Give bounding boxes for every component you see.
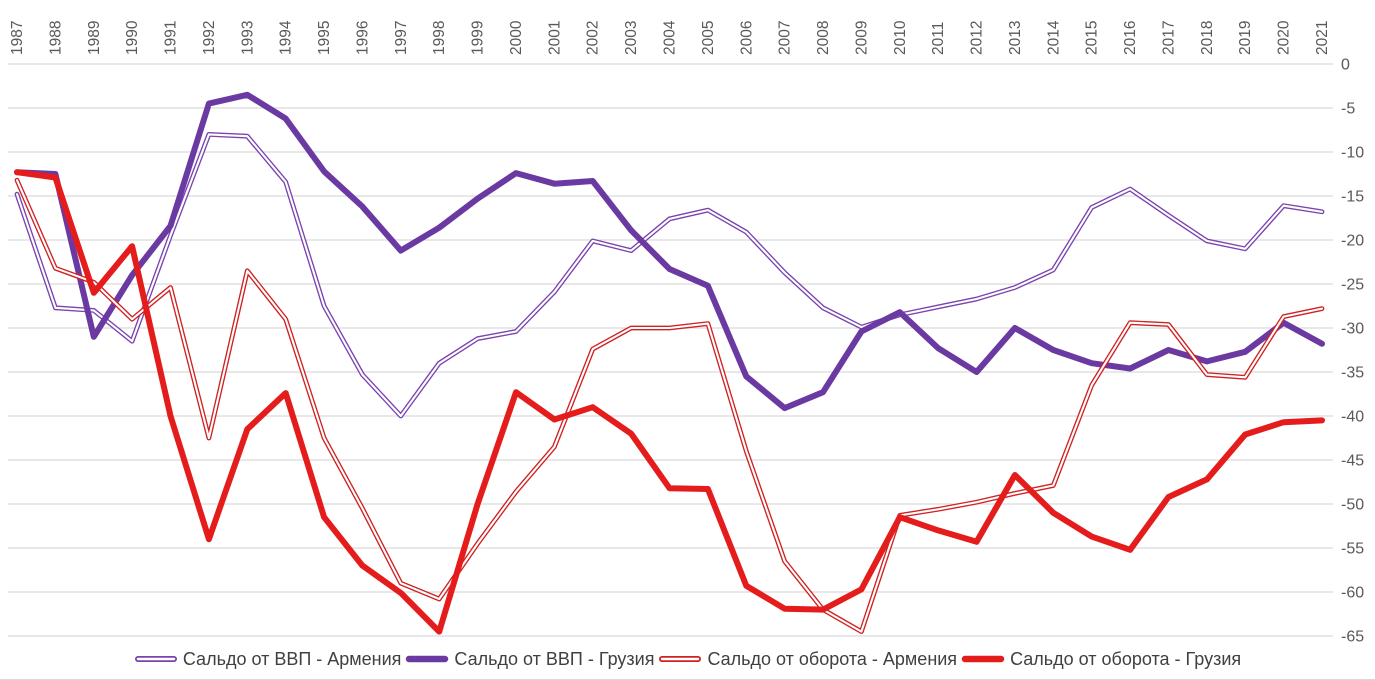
x-axis-tick-label: 2020 [1276, 20, 1293, 55]
legend-item-label: Сальдо от оборота - Армения [707, 649, 958, 669]
legend-item-label: Сальдо от ВВП - Армения [182, 649, 402, 669]
x-axis-tick-label: 2001 [546, 21, 563, 55]
y-axis-tick-label: -15 [1341, 189, 1364, 206]
x-axis-tick-label: 1995 [316, 21, 333, 55]
legend-line-icon [961, 655, 1005, 663]
x-axis-tick-label: 2017 [1160, 21, 1177, 55]
x-axis-tick-label: 2010 [892, 20, 909, 55]
y-axis-tick-label: -40 [1341, 409, 1364, 426]
x-axis-tick-label: 2011 [930, 22, 947, 55]
x-axis-tick-label: 1991 [163, 21, 180, 55]
y-axis-tick-label: -25 [1341, 277, 1364, 294]
x-axis-tick-label: 1996 [354, 21, 371, 55]
x-axis-tick-label: 2016 [1122, 21, 1139, 55]
x-axis-tick-label: 2005 [700, 21, 717, 55]
x-axis-tick-label: 1994 [278, 20, 295, 55]
chart-canvas: 0 -5 -10 -15 -20 -25 -30 -35 -40 -45 -50 -55 -60 -65 1… [8, 20, 1364, 644]
x-axis-tick-label: 1990 [124, 20, 141, 55]
y-axis-tick-label: 0 [1341, 57, 1350, 74]
x-axis-tick-label: 2004 [662, 20, 679, 55]
x-axis-tick-label: 1992 [201, 21, 218, 55]
legend: Сальдо от ВВП - Армения Сальдо от ВВП - Г… [0, 642, 1375, 676]
x-axis-tick-label: 2013 [1007, 21, 1024, 55]
x-axis-tick-label: 1987 [9, 21, 26, 55]
legend-item[interactable]: Сальдо от ВВП - Армения [134, 649, 402, 669]
series-line [15, 179, 1324, 633]
x-axis-tick-label: 2019 [1237, 21, 1254, 55]
y-axis-tick-label: -10 [1341, 145, 1364, 162]
legend-line-icon [134, 656, 177, 662]
series-line [14, 131, 1325, 419]
x-axis-tick-label: 1997 [393, 21, 410, 55]
y-axis-tick-label: -30 [1341, 321, 1364, 338]
x-axis-tick-label: 2008 [815, 21, 832, 55]
x-axis-tick-label: 2018 [1199, 21, 1216, 55]
legend-item-label: Сальдо от оборота - Грузия [1010, 649, 1242, 669]
series-line [14, 169, 1325, 635]
x-axis-tick-label: 2006 [738, 21, 755, 55]
x-axis-tick-label: 1999 [470, 21, 487, 55]
y-axis-tick-label: -60 [1341, 585, 1364, 602]
legend-line-icon [659, 656, 702, 662]
series-line [14, 91, 1325, 412]
x-axis-tick-label: 2012 [969, 21, 986, 55]
x-axis-tick-label: 1998 [431, 21, 448, 55]
y-axis-tick-label: -55 [1341, 541, 1364, 558]
legend-item[interactable]: Сальдо от оборота - Армения [658, 650, 957, 668]
x-axis-tick-label: 2014 [1045, 20, 1062, 55]
x-axis-tick-label: 1993 [239, 21, 256, 55]
series-line [14, 177, 1325, 634]
x-axis-tick-label: 2009 [853, 21, 870, 55]
y-axis-tick-label: -50 [1341, 497, 1364, 514]
y-axis-tick-label: -65 [1341, 629, 1364, 644]
x-axis-tick-label: 2007 [777, 21, 794, 55]
y-axis-tick-label: -5 [1341, 101, 1355, 118]
x-axis-tick-label: 1989 [86, 21, 103, 55]
x-axis-tick-label: 2000 [508, 20, 525, 55]
x-axis-tick-label: 2002 [585, 21, 602, 55]
x-axis-tick-label: 2003 [623, 21, 640, 55]
legend-item-label: Сальдо от ВВП - Грузия [454, 649, 655, 669]
y-axis-tick-label: -35 [1341, 365, 1364, 382]
x-axis-tick-label: 2021 [1314, 21, 1331, 55]
legend-line-icon [406, 655, 449, 663]
y-axis-tick-label: -45 [1341, 453, 1364, 470]
legend-item[interactable]: Сальдо от ВВП - Грузия [405, 650, 654, 668]
x-axis-tick-label: 2015 [1084, 21, 1101, 55]
legend-item[interactable]: Сальдо от оборота - Грузия [961, 650, 1241, 668]
series-line [15, 133, 1324, 418]
y-axis-tick-label: -20 [1341, 233, 1364, 250]
x-axis-tick-label: 1988 [47, 21, 64, 55]
